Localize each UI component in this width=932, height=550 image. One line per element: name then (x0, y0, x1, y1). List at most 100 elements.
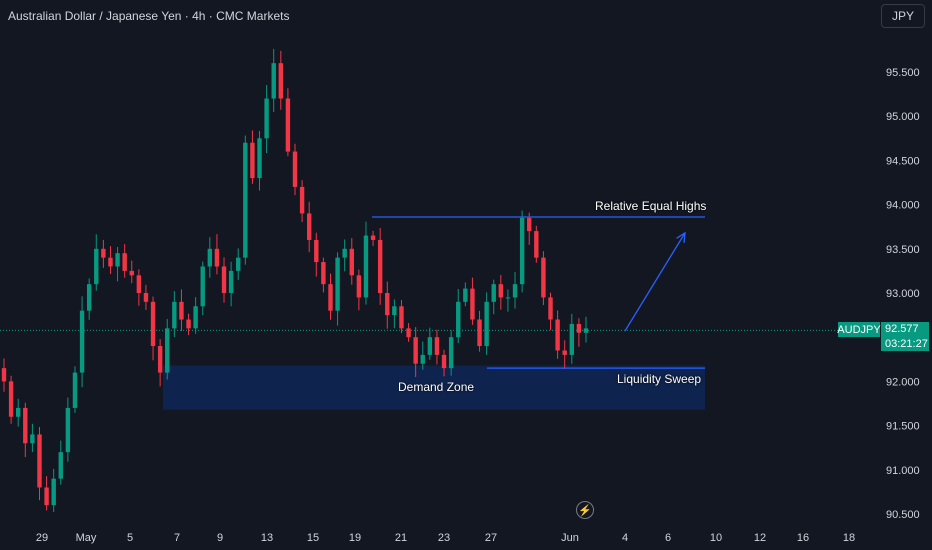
candle-body (527, 217, 532, 232)
candle-body (101, 248, 106, 258)
y-tick-label: 93.000 (886, 288, 920, 300)
y-tick-label: 91.500 (886, 421, 920, 433)
x-tick-label: 5 (127, 532, 133, 544)
candle-body (477, 319, 482, 347)
projection-arrow (624, 232, 686, 332)
candle-body (207, 248, 213, 267)
candle-body (491, 284, 496, 302)
candle-body (200, 266, 205, 307)
y-tick-label: 95.500 (886, 67, 920, 79)
x-tick-label: 27 (485, 532, 497, 544)
candle-body (448, 337, 454, 369)
candle-body (512, 284, 518, 298)
candle-body (8, 381, 14, 417)
x-tick-label: 16 (797, 532, 809, 544)
candle-body (306, 213, 312, 240)
candle-body (576, 323, 582, 333)
candle-body (30, 434, 35, 444)
candle-body (236, 257, 241, 271)
candle-body (534, 231, 539, 258)
candle-body (321, 262, 326, 285)
candle-body (15, 407, 21, 417)
y-tick-label: 95.000 (886, 111, 920, 123)
candle-body (150, 301, 156, 347)
x-tick-label: Jun (561, 532, 579, 544)
candle-body (363, 235, 369, 298)
x-tick-label: 18 (843, 532, 855, 544)
candle-body (228, 270, 234, 293)
candle-body (385, 293, 390, 316)
candle-body (179, 301, 184, 320)
candle-body (94, 248, 99, 285)
chart-title: Australian Dollar / Japanese Yen · 4h · … (8, 9, 290, 23)
candle-body (86, 284, 92, 311)
candle-body (399, 306, 404, 329)
candle-body (377, 239, 383, 293)
candle-body (58, 452, 63, 479)
currency-selector[interactable]: JPY (881, 4, 925, 28)
candle-body (122, 253, 127, 271)
candle-body (250, 142, 255, 179)
x-tick-label: 15 (307, 532, 319, 544)
candle-body (583, 328, 589, 333)
candle-body (172, 301, 177, 329)
candle-body (143, 293, 149, 302)
candle-body (79, 310, 85, 373)
x-tick-label: 13 (261, 532, 273, 544)
candle-body (541, 257, 546, 298)
candle-body (356, 275, 362, 298)
candle-body (136, 275, 142, 293)
lightning-icon[interactable]: ⚡ (576, 501, 594, 519)
x-tick-label: 21 (395, 532, 407, 544)
candle-body (264, 98, 269, 139)
y-tick-label: 90.500 (886, 509, 920, 521)
candle-body (427, 337, 433, 355)
x-tick-label: 10 (710, 532, 722, 544)
candle-body (257, 138, 262, 179)
candle-body (278, 63, 284, 99)
candle-body (519, 217, 525, 285)
candle-body (108, 257, 113, 267)
candle-body (548, 297, 553, 320)
candle-body (349, 248, 354, 276)
candle-body (115, 253, 120, 267)
candle-body (243, 142, 248, 258)
candle-body (1, 368, 7, 382)
candle-body (51, 478, 56, 506)
candle-body (569, 323, 575, 355)
x-tick-label: 23 (438, 532, 450, 544)
candle-body (214, 248, 220, 267)
last-price-label: 92.577 (881, 322, 929, 337)
x-tick-label: 19 (349, 532, 361, 544)
relative-equal-highs-label[interactable]: Relative Equal Highs (595, 199, 707, 213)
x-tick-label: 7 (174, 532, 180, 544)
candle-body (420, 354, 425, 364)
candle-body (392, 306, 397, 316)
candle-body (157, 346, 163, 373)
y-tick-label: 94.000 (886, 200, 920, 212)
candle-body (65, 407, 71, 453)
y-tick-label: 91.000 (886, 465, 920, 477)
candle-body (434, 337, 440, 355)
candle-body (129, 270, 134, 276)
candle-body (72, 372, 78, 408)
candle-body (498, 284, 504, 298)
x-tick-label: 12 (754, 532, 766, 544)
candle-body (505, 297, 511, 299)
liquidity-sweep-label[interactable]: Liquidity Sweep (617, 372, 702, 386)
candle-body (328, 284, 333, 311)
candle-body (335, 257, 340, 311)
candle-body (314, 239, 319, 263)
candle-body (562, 350, 567, 355)
demand-zone-label[interactable]: Demand Zone (398, 380, 475, 394)
candle-body (342, 248, 347, 258)
candle-body (456, 301, 461, 338)
projection-arrowhead (676, 231, 686, 243)
candle-body (406, 328, 411, 338)
candle-body (555, 319, 560, 351)
candle-body (165, 328, 170, 373)
bar-countdown-label: 03:21:27 (881, 337, 929, 351)
x-tick-label: 4 (622, 532, 628, 544)
